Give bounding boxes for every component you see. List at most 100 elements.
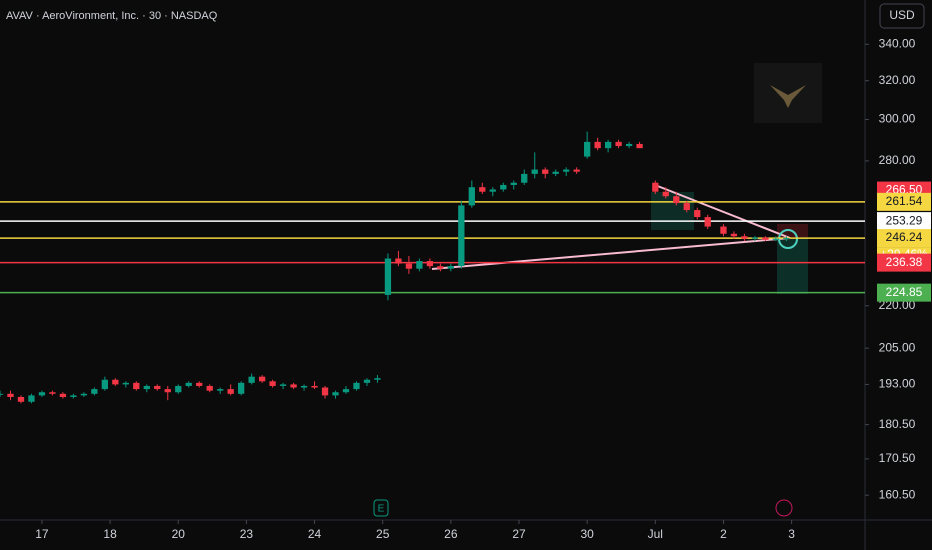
candle-body [694, 210, 701, 218]
x-tick-label: 23 [240, 527, 254, 541]
candle-body [673, 196, 680, 204]
candle-body [28, 395, 35, 402]
candle-body [563, 169, 570, 172]
candle-body [652, 182, 659, 192]
x-tick-label: 27 [512, 527, 526, 541]
candle-body [0, 393, 4, 395]
candle-body [91, 389, 98, 394]
candle-body [321, 387, 329, 396]
candle-body [279, 384, 287, 386]
x-tick-label: 30 [580, 527, 594, 541]
candle-body [636, 143, 643, 149]
candle-body [405, 263, 413, 269]
candle-body [206, 385, 213, 391]
y-tick-label: 300.00 [879, 112, 916, 126]
candle-body [185, 382, 192, 386]
x-tick-label: 2 [720, 527, 727, 541]
logo-eagle [770, 85, 806, 108]
y-tick-label: 280.00 [879, 153, 916, 167]
price-tag [877, 283, 931, 302]
x-tick-label: 18 [103, 527, 117, 541]
candle-body [604, 141, 612, 149]
candle-body [521, 173, 528, 183]
candle-body [762, 237, 769, 240]
candle-body [112, 379, 119, 385]
candle-body [70, 395, 77, 397]
price-tag-label: 224.85 [886, 285, 923, 299]
y-tick-label: 205.00 [879, 340, 916, 354]
candle-body [594, 141, 601, 149]
candle-body [101, 379, 108, 390]
candle-body [662, 191, 669, 197]
candle-body [122, 382, 129, 385]
price-tag [877, 212, 931, 231]
candle-body [311, 385, 318, 388]
price-tag-label: 253.29 [886, 213, 923, 227]
y-tick-label: 180.50 [879, 417, 916, 431]
candle-body [741, 236, 748, 239]
candle-body [384, 258, 392, 295]
candle-body [342, 389, 350, 393]
candle-body [437, 266, 444, 269]
trend-line [431, 237, 791, 270]
x-tick-label: 3 [788, 527, 795, 541]
candle-body [175, 385, 182, 393]
candle-body [683, 203, 690, 211]
candle-body [154, 385, 161, 390]
y-tick-label: 170.50 [879, 451, 916, 465]
logo [754, 63, 822, 123]
candle-body [468, 187, 475, 206]
candle-body [573, 169, 580, 172]
candle-body [584, 141, 591, 157]
candle-body [363, 379, 371, 383]
candle-body [133, 382, 140, 390]
earnings-marker: E [378, 504, 385, 515]
y-tick-label: 160.50 [879, 487, 916, 501]
candle-body [500, 184, 507, 190]
currency: USD [889, 8, 915, 22]
y-tick-label: 340.00 [879, 36, 916, 50]
x-tick-label: 24 [308, 527, 322, 541]
currency-button[interactable] [879, 3, 925, 29]
candle-body [374, 378, 381, 380]
candle-body [615, 141, 622, 147]
candle-body [80, 393, 88, 396]
price-tag-label: 236.38 [886, 255, 923, 269]
x-tick-label: 20 [172, 527, 186, 541]
candle-body [751, 237, 759, 239]
candle-body [542, 169, 549, 174]
price-tag-label: 246.24 [886, 230, 923, 244]
candle-body [479, 187, 486, 192]
candle-body [49, 392, 56, 394]
candle-body [353, 382, 360, 390]
candle-body [772, 238, 780, 240]
earnings-badge[interactable] [373, 499, 389, 517]
candle-body [625, 143, 633, 147]
candle-body [227, 389, 234, 394]
x-tick-label: 25 [376, 527, 390, 541]
candle-body [720, 226, 727, 234]
candle-body [164, 389, 171, 393]
event-icon[interactable] [775, 499, 793, 517]
candle-body [217, 389, 224, 391]
candle-body [290, 384, 297, 388]
candle-body [395, 258, 402, 264]
candle-body [447, 266, 454, 269]
candle-body [531, 169, 538, 174]
candle-body [426, 261, 434, 267]
price-tag [877, 192, 931, 211]
candle-body [783, 238, 790, 240]
candle-body [510, 182, 517, 185]
y-tick-label: 320.00 [879, 73, 916, 87]
price-tag [877, 253, 931, 272]
candle-body [458, 205, 465, 267]
candle-body [730, 233, 738, 237]
candle-body [489, 189, 496, 192]
y-tick-label: 193.00 [879, 377, 916, 391]
candle-body [143, 385, 150, 390]
x-tick-label: 26 [444, 527, 458, 541]
candle-body [196, 382, 203, 386]
candle-body [258, 376, 266, 382]
candle-body [17, 396, 25, 402]
